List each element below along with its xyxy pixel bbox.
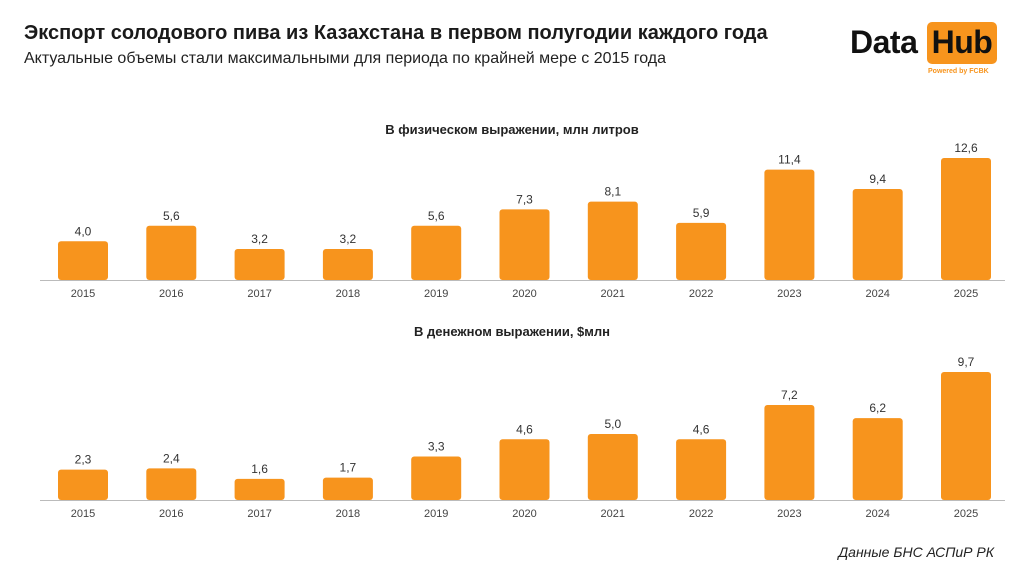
x-tick-label: 2024 [865, 288, 889, 300]
logo-powered-by: Powered by FCBK [928, 68, 989, 75]
data-label: 5,0 [604, 417, 621, 431]
x-tick-label: 2025 [954, 508, 978, 520]
bar [411, 456, 462, 500]
bar [499, 209, 550, 280]
bar [764, 169, 815, 280]
bar [852, 418, 903, 500]
data-label: 7,2 [781, 388, 798, 402]
chart-title: Экспорт солодового пива из Казахстана в … [24, 22, 768, 44]
data-label: 4,0 [75, 224, 92, 238]
x-tick-label: 2024 [865, 508, 889, 520]
bar [234, 249, 285, 280]
bar [146, 468, 197, 500]
data-label: 5,9 [693, 206, 710, 220]
data-label: 4,6 [516, 422, 533, 436]
data-label: 8,1 [604, 185, 621, 199]
data-label: 11,4 [778, 153, 801, 167]
x-tick-label: 2015 [71, 288, 95, 300]
x-tick-label: 2018 [336, 288, 360, 300]
data-label: 1,6 [251, 462, 268, 476]
data-label: 2,4 [163, 451, 180, 465]
data-label: 9,7 [958, 355, 975, 369]
bar [234, 478, 285, 500]
x-tick-label: 2018 [336, 508, 360, 520]
bar [146, 225, 197, 280]
bar [587, 201, 638, 280]
bar [587, 434, 638, 500]
datahub-logo: Data Hub Powered by FCBK [850, 20, 1000, 80]
x-tick-label: 2020 [512, 288, 536, 300]
x-tick-label: 2019 [424, 508, 448, 520]
bar [322, 477, 373, 500]
x-tick-label: 2021 [601, 508, 625, 520]
data-label: 3,3 [428, 439, 445, 453]
x-tick-label: 2016 [159, 508, 183, 520]
bar [941, 158, 991, 280]
data-label: 7,3 [516, 192, 533, 206]
data-label: 6,2 [869, 401, 886, 415]
data-label: 3,2 [251, 232, 268, 246]
x-tick-label: 2016 [159, 288, 183, 300]
logo-hub-box: Hub [927, 22, 997, 64]
bar [58, 241, 108, 280]
x-tick-label: 2020 [512, 508, 536, 520]
bar [676, 222, 727, 280]
chart-subtitle: Актуальные объемы стали максимальными дл… [24, 50, 667, 67]
x-tick-label: 2022 [689, 508, 713, 520]
panel-title: В физическом выражении, млн литров [385, 122, 638, 137]
x-tick-label: 2025 [954, 288, 978, 300]
x-tick-label: 2023 [777, 508, 801, 520]
x-tick-label: 2017 [247, 508, 271, 520]
bar [411, 225, 462, 280]
data-source-note: Данные БНС АСПиР РК [838, 544, 994, 560]
bar [941, 372, 991, 500]
x-tick-label: 2023 [777, 288, 801, 300]
logo-word-hub: Hub [931, 24, 993, 60]
data-label: 3,2 [340, 232, 357, 246]
logo-word-data: Data [850, 24, 918, 60]
bar [852, 188, 903, 280]
data-label: 5,6 [428, 209, 445, 223]
data-label: 12,6 [954, 141, 978, 155]
bar [676, 439, 727, 500]
panel-title: В денежном выражении, $млн [414, 324, 610, 339]
bar [322, 249, 373, 280]
bar [499, 439, 550, 500]
data-label: 5,6 [163, 209, 180, 223]
x-tick-label: 2017 [247, 288, 271, 300]
x-tick-label: 2021 [601, 288, 625, 300]
data-label: 2,3 [75, 453, 92, 467]
x-tick-label: 2022 [689, 288, 713, 300]
x-tick-label: 2019 [424, 288, 448, 300]
bar [58, 469, 108, 500]
bar [764, 404, 815, 500]
data-label: 1,7 [340, 461, 357, 475]
x-tick-label: 2015 [71, 508, 95, 520]
data-label: 4,6 [693, 422, 710, 436]
data-label: 9,4 [869, 172, 886, 186]
